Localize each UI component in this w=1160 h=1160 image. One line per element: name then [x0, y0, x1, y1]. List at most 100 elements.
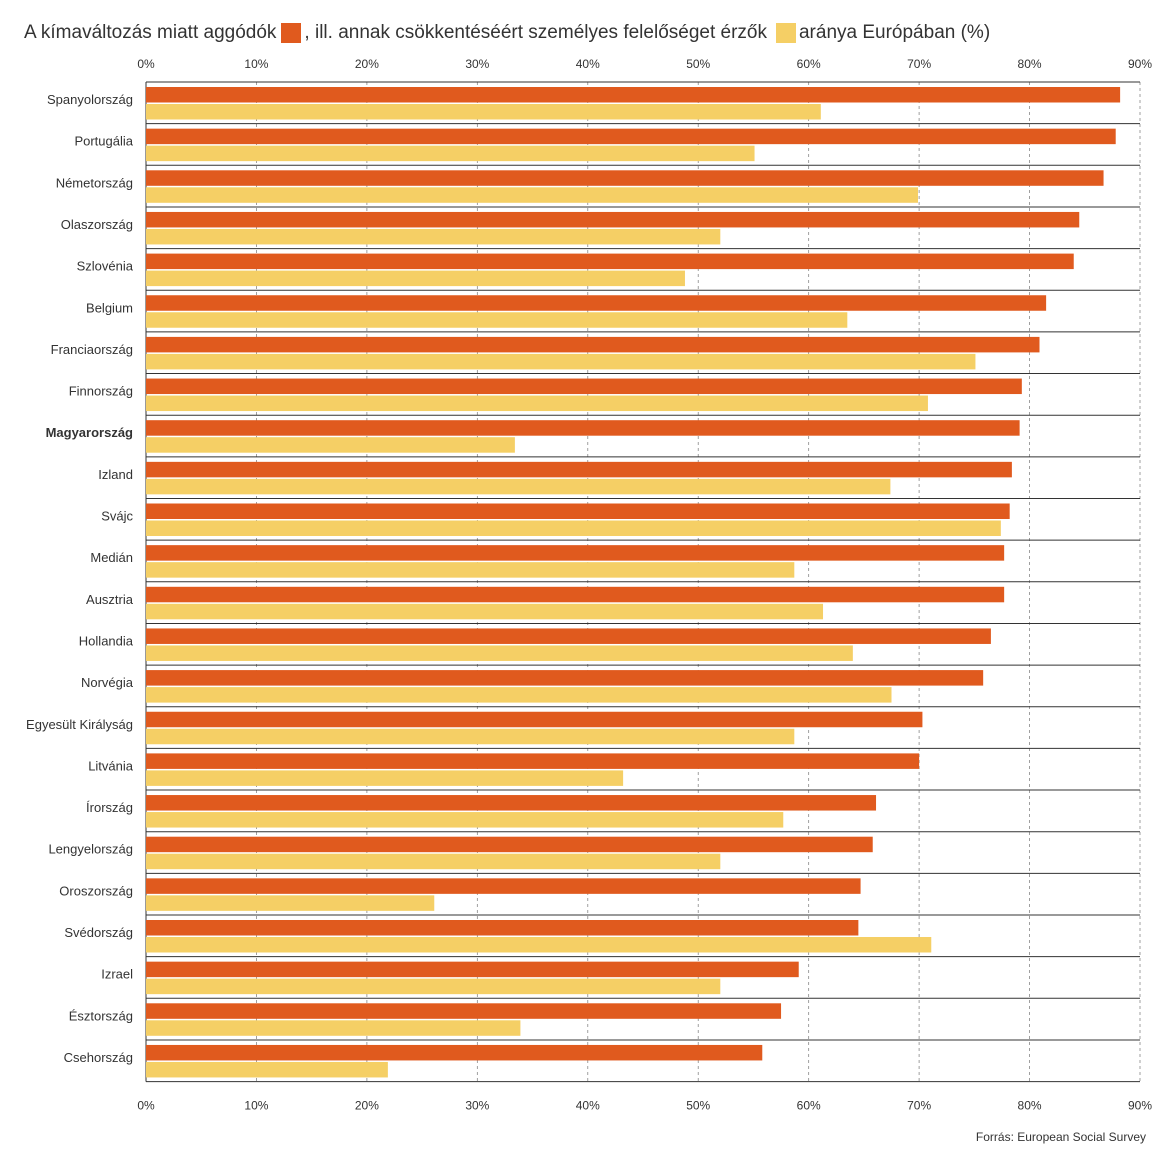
x-tick-label-bottom: 0% — [137, 1099, 155, 1113]
x-tick-label-top: 0% — [137, 57, 155, 71]
bar-worried — [146, 628, 991, 644]
bar-worried — [146, 795, 877, 811]
bar-responsible — [146, 270, 685, 287]
y-category-label: Finnország — [69, 384, 133, 399]
x-tick-label-bottom: 70% — [907, 1099, 931, 1113]
bar-worried — [146, 253, 1074, 270]
bar-worried — [146, 878, 861, 894]
title-part-1: A kímaváltozás miatt aggódók — [24, 22, 277, 43]
x-tick-label-bottom: 10% — [244, 1099, 268, 1113]
bar-responsible — [146, 645, 853, 661]
bar-responsible — [146, 228, 721, 245]
y-category-label: Szlovénia — [77, 259, 134, 274]
bar-responsible — [146, 895, 435, 911]
bar-responsible — [146, 187, 919, 203]
y-category-label: Izland — [98, 467, 133, 482]
y-category-label: Észtország — [69, 1008, 133, 1023]
bar-worried — [146, 503, 1010, 519]
x-tick-label-top: 70% — [907, 57, 931, 71]
x-tick-label-top: 60% — [797, 57, 821, 71]
x-tick-label-top: 40% — [576, 57, 600, 71]
legend-swatch-responsible — [775, 23, 796, 43]
y-category-label: Svédország — [64, 925, 133, 940]
bar-worried — [146, 87, 1121, 103]
bar-worried — [146, 545, 1005, 561]
y-category-label: Ausztria — [86, 592, 134, 607]
x-tick-label-top: 90% — [1128, 57, 1152, 71]
chart-title: A kímaváltozás miatt aggódók , ill. anna… — [24, 19, 990, 47]
x-tick-label-bottom: 60% — [797, 1099, 821, 1113]
bar-responsible — [146, 1020, 521, 1036]
bar-worried — [146, 420, 1020, 436]
x-tick-label-bottom: 90% — [1128, 1099, 1152, 1113]
y-category-label: Svájc — [101, 509, 133, 524]
bar-responsible — [146, 687, 892, 703]
x-tick-label-top: 50% — [686, 57, 710, 71]
bar-responsible — [146, 603, 824, 620]
y-category-label: Medián — [90, 550, 133, 565]
y-category-label: Izrael — [101, 967, 133, 982]
bar-worried — [146, 128, 1116, 145]
bar-worried — [146, 836, 873, 853]
x-tick-label-top: 80% — [1018, 57, 1042, 71]
bar-responsible — [146, 978, 721, 995]
bar-responsible — [146, 395, 928, 412]
y-category-label: Norvégia — [81, 675, 134, 690]
y-category-label: Olaszország — [61, 217, 133, 232]
bar-worried — [146, 753, 920, 769]
bar-responsible — [146, 104, 821, 120]
bar-responsible — [146, 1061, 388, 1078]
x-tick-label-bottom: 50% — [686, 1099, 710, 1113]
legend-swatch-worried — [281, 23, 302, 43]
y-category-label: Franciaország — [51, 342, 133, 357]
y-category-label: Belgium — [86, 300, 133, 315]
bar-worried — [146, 1044, 763, 1061]
x-tick-label-top: 20% — [355, 57, 379, 71]
bar-responsible — [146, 812, 784, 828]
bar-worried — [146, 295, 1047, 311]
bar-worried — [146, 211, 1080, 228]
bar-worried — [146, 1003, 782, 1019]
y-category-label: Spanyolország — [47, 92, 133, 107]
y-category-label: Magyarország — [46, 425, 133, 440]
y-category-label: Litvánia — [88, 758, 134, 773]
bar-responsible — [146, 728, 795, 745]
bar-worried — [146, 461, 1012, 478]
bar-worried — [146, 336, 1040, 353]
bar-worried — [146, 170, 1104, 186]
bar-worried — [146, 378, 1022, 395]
y-category-label: Lengyelország — [48, 842, 133, 857]
bar-worried — [146, 586, 1005, 603]
bar-responsible — [146, 478, 891, 495]
bar-responsible — [146, 353, 976, 370]
bar-responsible — [146, 853, 721, 870]
x-tick-label-bottom: 20% — [355, 1099, 379, 1113]
bar-worried — [146, 670, 984, 686]
x-tick-label-bottom: 40% — [576, 1099, 600, 1113]
bar-worried — [146, 920, 859, 936]
x-tick-label-bottom: 80% — [1018, 1099, 1042, 1113]
y-category-label: Hollandia — [79, 633, 134, 648]
y-category-label: Írország — [86, 800, 133, 815]
y-category-label: Egyesült Királyság — [26, 717, 133, 732]
x-tick-label-top: 30% — [465, 57, 489, 71]
bar-responsible — [146, 562, 795, 578]
x-tick-label-bottom: 30% — [465, 1099, 489, 1113]
source-note: Forrás: European Social Survey — [975, 1130, 1146, 1144]
bar-worried — [146, 711, 923, 728]
bar-worried — [146, 961, 799, 978]
bar-responsible — [146, 145, 755, 162]
bar-responsible — [146, 437, 515, 453]
bar-responsible — [146, 770, 624, 786]
title-part-2: , ill. annak csökkentéséért személyes fe… — [304, 22, 767, 43]
y-category-label: Németország — [56, 175, 133, 190]
title-part-3: aránya Európában (%) — [798, 22, 991, 43]
y-category-label: Oroszország — [59, 883, 133, 898]
x-tick-label-top: 10% — [244, 57, 268, 71]
bar-responsible — [146, 520, 1001, 536]
y-category-label: Csehország — [64, 1050, 133, 1065]
bar-responsible — [146, 312, 848, 328]
bar-responsible — [146, 937, 932, 953]
y-category-label: Portugália — [74, 134, 133, 149]
